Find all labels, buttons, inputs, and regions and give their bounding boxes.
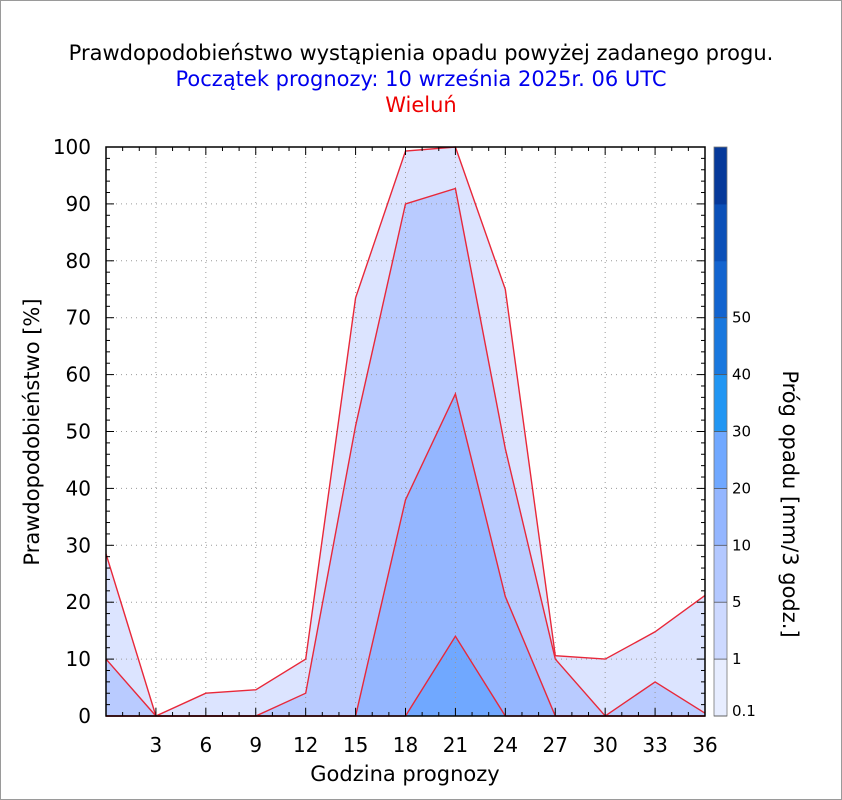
x-tick-label: 21 — [443, 733, 468, 757]
colorbar-segment — [714, 317, 727, 376]
x-tick-label: 18 — [393, 733, 418, 757]
location-label: Wieluń — [385, 93, 457, 117]
area-threshold-2 — [106, 393, 705, 716]
x-tick-label: 33 — [642, 733, 667, 757]
x-tick-label: 36 — [692, 733, 717, 757]
colorbar-tick-labels: 0.1 1 5 10 20 30 40 50 — [714, 309, 756, 720]
y-tick-label: 40 — [66, 476, 91, 500]
y-tick-label: 100 — [53, 135, 91, 159]
colorbar-segment — [714, 147, 727, 205]
colorbar-label: Próg opadu [mm/3 godz.] — [778, 370, 802, 637]
chart-subtitle: Początek prognozy: 10 września 2025r. 06… — [175, 67, 667, 91]
y-tick-label: 0 — [78, 704, 91, 728]
x-tick-labels: 3 6 9 12 15 18 21 24 27 30 33 36 — [150, 733, 718, 757]
y-tick-label: 50 — [66, 420, 91, 444]
axis-ticks — [106, 146, 705, 717]
colorbar-segment — [714, 374, 727, 432]
colorbar-segment — [714, 488, 727, 546]
colorbar-tick-label: 40 — [732, 366, 751, 384]
x-tick-label: 9 — [249, 733, 262, 757]
colorbar-tick-label: 20 — [732, 479, 751, 497]
y-tick-label: 70 — [66, 306, 91, 330]
colorbar-segment — [714, 431, 727, 489]
y-tick-label: 30 — [66, 533, 91, 557]
y-tick-label: 20 — [66, 590, 91, 614]
colorbar-tick-label: 30 — [732, 423, 751, 441]
x-tick-label: 6 — [199, 733, 212, 757]
colorbar-segment — [714, 545, 727, 603]
colorbar-tick-label: 5 — [732, 593, 742, 611]
colorbar-tick-label: 10 — [732, 536, 751, 554]
colorbar-tick-label: 1 — [732, 650, 742, 668]
y-tick-label: 80 — [66, 249, 91, 273]
x-tick-label: 3 — [150, 733, 163, 757]
chart-title: Prawdopodobieństwo wystąpienia opadu pow… — [68, 41, 774, 65]
x-tick-label: 30 — [592, 733, 617, 757]
colorbar-tick-label: 0.1 — [732, 702, 756, 720]
y-tick-label: 90 — [66, 192, 91, 216]
colorbar-segment — [714, 602, 727, 660]
x-tick-label: 12 — [293, 733, 318, 757]
colorbar-segment — [714, 659, 727, 717]
y-tick-label: 10 — [66, 647, 91, 671]
x-tick-label: 15 — [343, 733, 368, 757]
x-axis-label: Godzina prognozy — [310, 762, 499, 786]
colorbar-tick-label: 50 — [732, 309, 751, 327]
y-axis-label: Prawdopodobieństwo [%] — [20, 298, 44, 565]
y-tick-label: 60 — [66, 363, 91, 387]
x-tick-label: 27 — [543, 733, 568, 757]
x-tick-label: 24 — [493, 733, 518, 757]
colorbar-segment — [714, 260, 727, 319]
colorbar — [713, 146, 728, 717]
y-tick-labels: 0 10 20 30 40 50 60 70 80 90 100 — [53, 135, 91, 728]
colorbar-segment — [714, 203, 727, 262]
